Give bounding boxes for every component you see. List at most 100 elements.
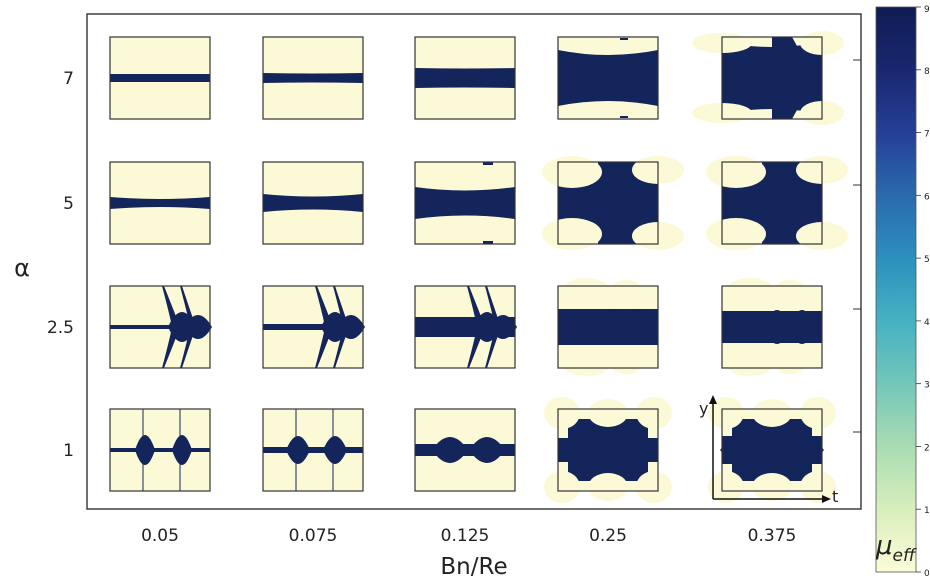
inset-x-arrow [822, 495, 831, 503]
unyielded-region [286, 436, 310, 464]
unyielded-region [333, 286, 349, 368]
y-tick-label: 5 [63, 194, 74, 214]
unyielded-region [624, 310, 652, 344]
yielded-region [544, 471, 580, 503]
panel-border [414, 408, 516, 492]
unyielded-region [467, 286, 485, 368]
yielded-region [774, 280, 806, 300]
yielded-region [708, 397, 744, 429]
x-tick-label: 0.125 [441, 526, 490, 546]
panel-border [721, 161, 823, 245]
colorbar-tick-label: 9 [924, 5, 930, 15]
panel-7-0.375 [692, 31, 844, 125]
yielded-region [610, 280, 642, 300]
y-tick-labels: 752.51 [47, 69, 74, 461]
panel-2.5-0.25 [557, 278, 659, 376]
unyielded-region [772, 37, 822, 119]
panel-border [721, 285, 823, 369]
colorbar-tick-label: 4 [924, 318, 930, 328]
unyielded-region [483, 162, 493, 165]
yielded-region [752, 399, 792, 427]
yielded-region [774, 354, 806, 374]
right-tick-marks [853, 59, 861, 433]
unyielded-region [263, 194, 363, 212]
x-tick-label: 0.05 [141, 526, 179, 546]
colorbar-tick-label: 6 [924, 192, 930, 202]
panel-1-0.05 [109, 408, 211, 492]
colorbar-label-main: μ [875, 531, 893, 561]
unyielded-region [162, 286, 180, 368]
unyielded-region [415, 68, 515, 88]
colorbar-label-sub: eff [893, 546, 917, 566]
panel-border [109, 36, 211, 120]
panel-border [262, 285, 364, 369]
yielded-region [588, 473, 628, 501]
panel-2.5-0.375 [721, 278, 823, 376]
inset-y-label: y [699, 399, 708, 418]
panel-7-0.125 [414, 36, 516, 120]
unyielded-region [180, 286, 196, 368]
panel-border [109, 161, 211, 245]
colorbar: 0 1 2 3 4 5 6 7 8 9 μeff [875, 5, 930, 579]
yielded-region [636, 397, 672, 429]
panel-7-0.25 [557, 36, 659, 120]
unyielded-region [788, 310, 816, 344]
y-tick-label: 2.5 [47, 318, 74, 338]
yielded-region [752, 473, 792, 501]
colorbar-tick-label: 3 [924, 381, 930, 391]
panel-1-0.075 [262, 408, 364, 492]
colorbar-label: μeff [875, 531, 917, 566]
yielded-region [726, 278, 774, 302]
inset-x-label: t [832, 487, 838, 506]
unyielded-region [323, 436, 347, 464]
panel-2.5-0.05 [109, 285, 212, 369]
unyielded-region [620, 116, 628, 118]
unyielded-region [598, 162, 658, 244]
unyielded-region [263, 73, 363, 83]
panel-border [262, 36, 364, 120]
yielded-region [708, 471, 744, 503]
panel-2.5-0.125 [414, 285, 517, 369]
yielded-region [800, 471, 836, 503]
yielded-region [706, 218, 766, 250]
yielded-region [800, 397, 836, 429]
x-tick-label: 0.075 [289, 526, 338, 546]
colorbar-ticks: 0 1 2 3 4 5 6 7 8 9 [916, 5, 930, 579]
y-axis-label: α [14, 254, 30, 282]
yielded-region [588, 399, 628, 427]
unyielded-region [485, 286, 501, 368]
panel-5-0.125 [414, 161, 516, 245]
y-tick-label: 1 [63, 441, 74, 461]
panel-border [557, 285, 659, 369]
panel-border [557, 36, 659, 120]
panel-border [109, 285, 211, 369]
panel-1-0.125 [414, 408, 516, 492]
unyielded-region [483, 241, 493, 244]
yielded-region [562, 352, 610, 376]
colorbar-tick-label: 2 [924, 443, 930, 453]
unyielded-region [415, 187, 515, 219]
unyielded-region [110, 197, 210, 209]
unyielded-region [558, 50, 658, 106]
colorbar-tick-label: 1 [924, 506, 930, 516]
colorbar-tick-label: 0 [924, 569, 930, 579]
unyielded-region [110, 448, 210, 452]
panel-border [109, 408, 211, 492]
inset-axes: y t [699, 395, 838, 506]
unyielded-region [763, 310, 791, 344]
panel-border [721, 36, 823, 120]
panel-border [262, 408, 364, 492]
x-axis-label: Bn/Re [440, 554, 507, 580]
yielded-region [562, 278, 610, 302]
panel-2.5-0.075 [262, 285, 365, 369]
x-tick-labels: 0.05 0.075 0.125 0.25 0.375 [141, 526, 796, 546]
yielded-region [542, 218, 602, 250]
panel-5-0.05 [109, 161, 211, 245]
unyielded-region [599, 310, 627, 344]
panel-1-0.25 [544, 397, 672, 503]
unyielded-region [568, 419, 648, 481]
panel-7-0.05 [109, 36, 211, 120]
yielded-region [706, 156, 766, 188]
panel-5-0.375 [706, 156, 848, 250]
